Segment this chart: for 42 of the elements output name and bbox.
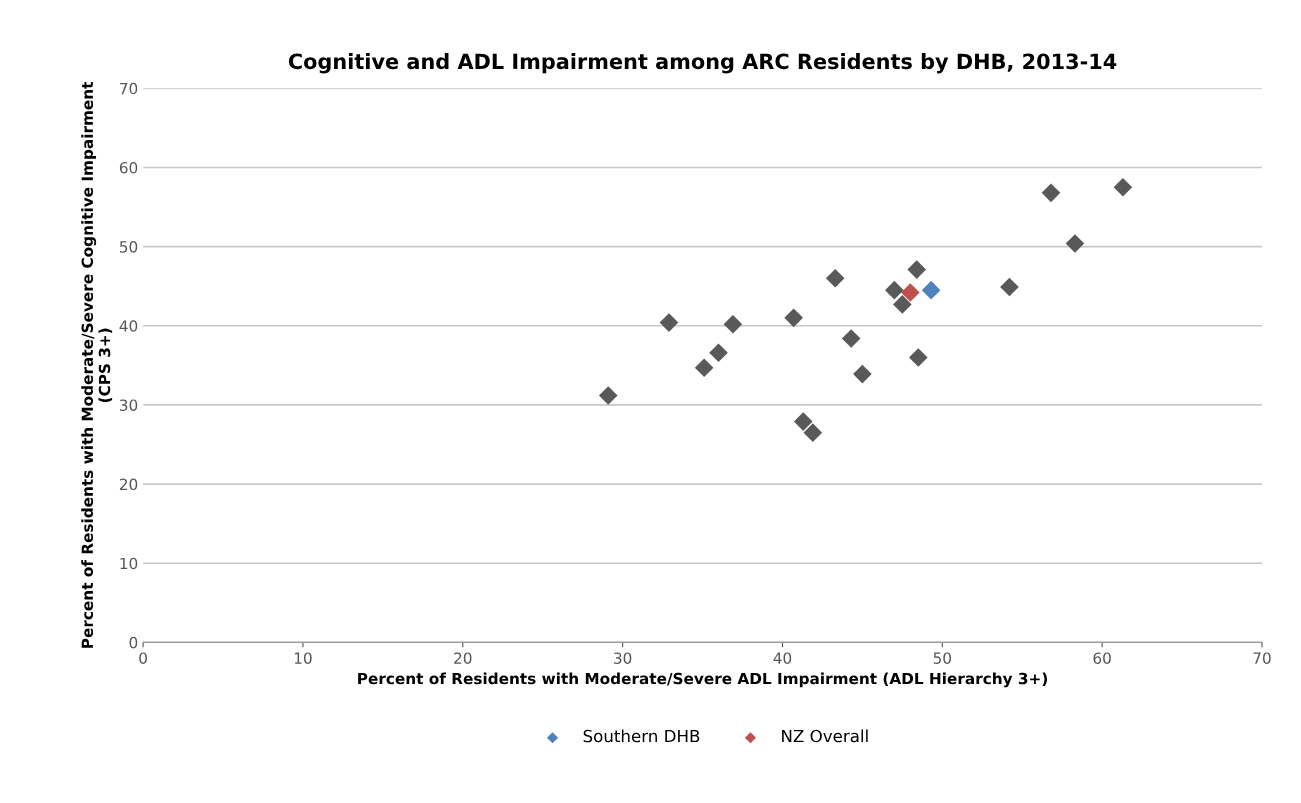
point bbox=[803, 423, 823, 442]
legend-label: Southern DHB bbox=[583, 729, 700, 743]
x-axis-title: Percent of Residents with Moderate/Severe ADL Impairment (ADL Hierarchy 3+) bbox=[358, 672, 1047, 688]
point bbox=[723, 314, 743, 334]
point bbox=[1000, 277, 1019, 297]
y-tick-label: 0 bbox=[129, 636, 138, 649]
point bbox=[598, 386, 618, 405]
point bbox=[694, 358, 714, 378]
point bbox=[825, 268, 845, 288]
point bbox=[893, 295, 912, 314]
y-tick-label: 20 bbox=[119, 478, 138, 491]
x-tick-label: 30 bbox=[614, 652, 632, 664]
x-tick-label: 20 bbox=[454, 652, 472, 664]
point bbox=[901, 283, 920, 302]
x-tick-label: 0 bbox=[139, 652, 147, 664]
point bbox=[659, 313, 679, 332]
x-tick-label: 70 bbox=[1253, 652, 1271, 664]
point bbox=[709, 343, 728, 363]
legend-label: NZ Overall bbox=[782, 729, 868, 743]
y-tick-label: 30 bbox=[119, 399, 138, 411]
x-tick-label: 10 bbox=[294, 652, 312, 664]
x-tick-label: 50 bbox=[933, 652, 951, 664]
point bbox=[921, 280, 941, 300]
y-tick-label: 10 bbox=[120, 557, 138, 570]
x-tick-label: 60 bbox=[1093, 652, 1111, 664]
x-tick-label: 40 bbox=[773, 652, 792, 664]
point bbox=[784, 308, 803, 328]
chart-title: Cognitive and ADL Impairment among ARC Residents by DHB, 2013-14 bbox=[288, 53, 1117, 74]
point bbox=[853, 364, 872, 384]
point bbox=[909, 348, 928, 367]
point bbox=[907, 260, 927, 279]
point bbox=[1065, 234, 1085, 253]
point bbox=[1113, 177, 1133, 197]
y-tick-label: 70 bbox=[120, 82, 138, 95]
y-axis-title: Percent of Residents with Moderate/Severe Cognitive Impairment (CPS 3+) bbox=[81, 81, 113, 648]
y-tick-label: 40 bbox=[119, 320, 138, 332]
point bbox=[793, 412, 813, 431]
point bbox=[885, 280, 904, 300]
point bbox=[841, 329, 861, 348]
y-tick-label: 60 bbox=[119, 161, 138, 174]
point bbox=[1041, 183, 1061, 203]
y-tick-label: 50 bbox=[119, 241, 138, 253]
